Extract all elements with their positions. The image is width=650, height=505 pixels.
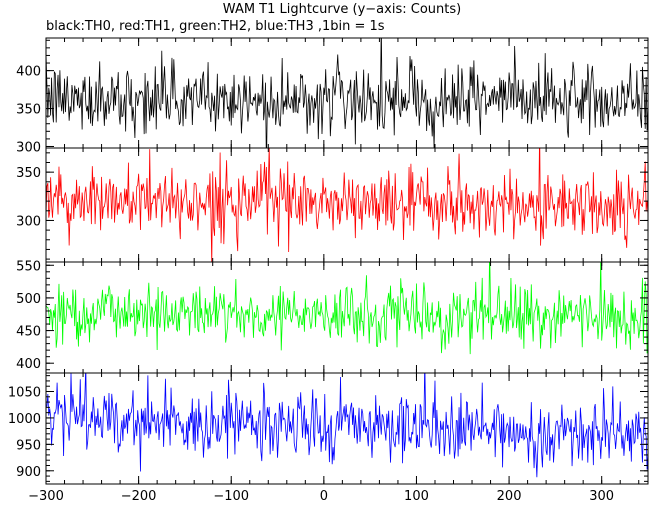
panel-th3: 900 950 1000 1050 xyxy=(8,372,649,485)
x-tick-label: −200 xyxy=(121,489,157,504)
x-tick-label: 300 xyxy=(589,489,614,504)
y-tick-label: 400 xyxy=(16,65,41,80)
panels: 300 350 400 300 350 400 450 500 550 900 950 1000 105… xyxy=(8,37,649,485)
y-tick-label: 300 xyxy=(16,140,41,155)
y-tick-label: 450 xyxy=(16,325,41,340)
y-tick-label: 400 xyxy=(16,357,41,372)
y-tick-label: 1050 xyxy=(8,386,41,401)
y-tick-label: 900 xyxy=(16,465,41,480)
panel-th2: 400 450 500 550 xyxy=(16,259,649,374)
y-tick-label: 300 xyxy=(16,214,41,229)
series-line-th0 xyxy=(46,38,648,148)
chart-title: WAM T1 Lightcurve (y−axis: Counts) xyxy=(223,2,461,17)
x-tick-label: −100 xyxy=(213,489,249,504)
y-tick-label: 350 xyxy=(16,103,41,118)
y-tick-label: 350 xyxy=(16,166,41,181)
x-tick-label: 200 xyxy=(497,489,522,504)
series-line-th2 xyxy=(46,262,648,355)
series-line-th3 xyxy=(46,373,648,478)
y-tick-label: 950 xyxy=(16,438,41,453)
x-tick-label: 100 xyxy=(404,489,429,504)
panel-th0: 300 350 400 xyxy=(16,37,649,155)
y-tick-label: 500 xyxy=(16,292,41,307)
x-axis: −300 −200 −100 0 100 200 300 xyxy=(28,489,614,504)
x-tick-label: −300 xyxy=(28,489,64,504)
y-tick-label: 550 xyxy=(16,259,41,274)
series-line-th1 xyxy=(46,148,648,262)
x-tick-label: 0 xyxy=(320,489,328,504)
chart-subtitle: black:TH0, red:TH1, green:TH2, blue:TH3 … xyxy=(46,19,385,34)
y-tick-label: 1000 xyxy=(8,412,41,427)
panel-th1: 300 350 xyxy=(16,147,649,263)
